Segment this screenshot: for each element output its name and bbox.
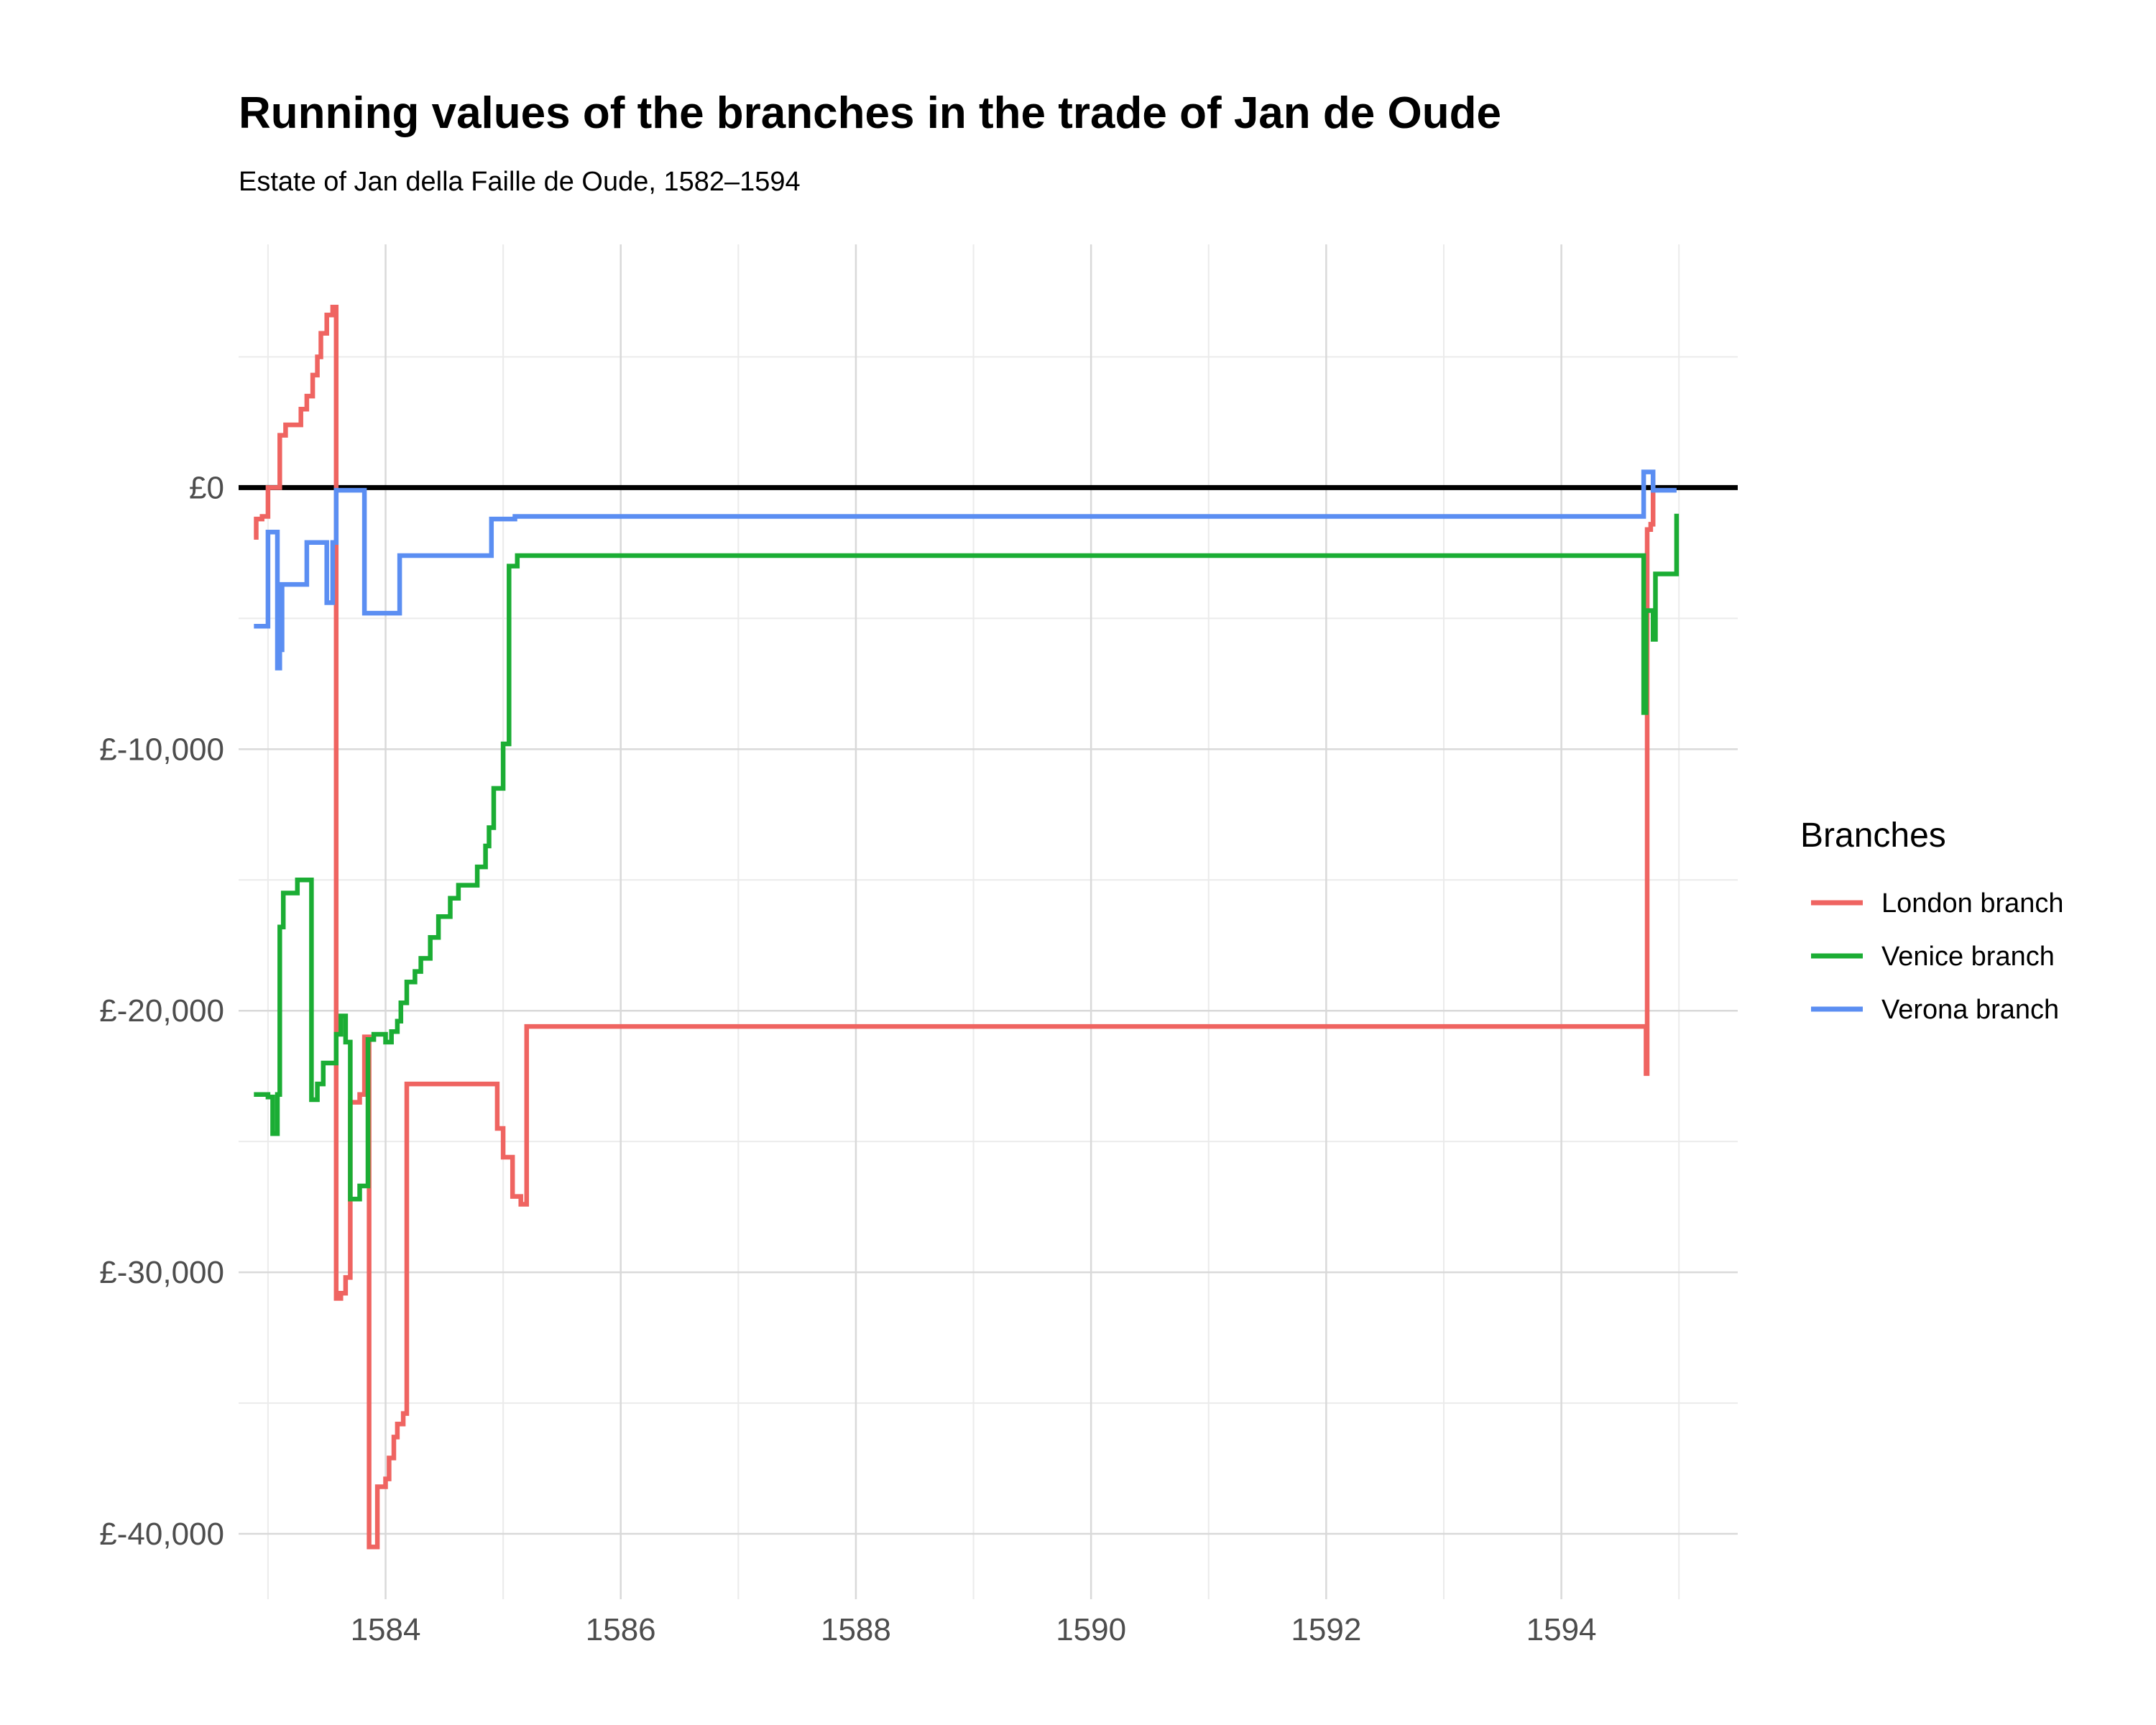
- chart-subtitle: Estate of Jan della Faille de Oude, 1582…: [239, 167, 801, 197]
- x-tick-label-1: 1586: [586, 1612, 656, 1647]
- x-tick-label-5: 1594: [1526, 1612, 1597, 1647]
- legend-label-1: Venice branch: [1881, 942, 2055, 972]
- x-tick-label-3: 1590: [1056, 1612, 1126, 1647]
- x-tick-label-2: 1588: [821, 1612, 891, 1647]
- grid-minor: [239, 244, 1738, 1599]
- x-tick-label-4: 1592: [1291, 1612, 1361, 1647]
- y-tick-label-1: £-10,000: [99, 732, 224, 767]
- y-tick-label-3: £-30,000: [99, 1255, 224, 1290]
- chart-title: Running values of the branches in the tr…: [239, 88, 1501, 138]
- legend: Branches London branch Venice branch Veron…: [1800, 816, 2064, 1025]
- y-tick-label-4: £-40,000: [99, 1517, 224, 1552]
- legend-items: London branch Venice branch Verona branch: [1811, 888, 2064, 1025]
- x-tick-label-0: 1584: [351, 1612, 421, 1647]
- legend-label-0: London branch: [1881, 888, 2064, 919]
- series-layer: [254, 305, 1680, 1550]
- y-tick-label-0: £0: [189, 470, 224, 505]
- series-line-london-branch: [254, 305, 1656, 1550]
- legend-label-2: Verona branch: [1881, 995, 2059, 1025]
- x-axis-ticks: 1584 1586 1588 1590 1592 1594: [351, 1612, 1597, 1647]
- legend-title: Branches: [1800, 816, 1946, 855]
- series-line-verona-branch: [254, 469, 1677, 671]
- y-tick-label-2: £-20,000: [99, 993, 224, 1029]
- y-axis-ticks: £0 £-10,000 £-20,000 £-30,000 £-40,000: [99, 470, 224, 1552]
- series-line-venice-branch: [254, 513, 1680, 1202]
